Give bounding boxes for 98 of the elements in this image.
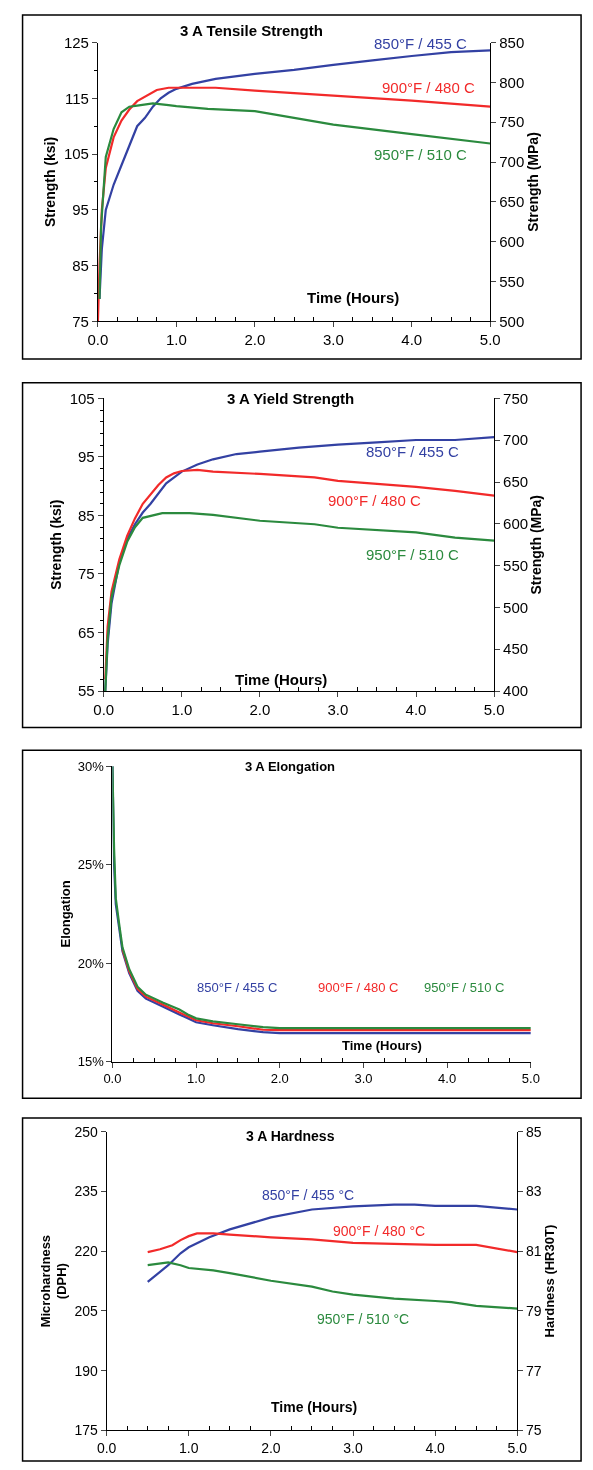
x-tick-label: 3.0 xyxy=(322,331,344,349)
y-tick-label: 175 xyxy=(74,1422,99,1439)
line-series xyxy=(146,1203,518,1284)
y-axis-title: Elongation xyxy=(57,880,73,948)
y2-tick-label: 81 xyxy=(526,1243,542,1260)
y2-tick-label: 650 xyxy=(503,473,529,491)
y2-tick-label: 500 xyxy=(503,598,529,616)
y-tick-label: 235 xyxy=(74,1183,99,1200)
y-axis-title: Strength (ksi) xyxy=(42,136,59,228)
x-tick-label: 0.0 xyxy=(103,1071,122,1087)
y2-tick-label: 79 xyxy=(526,1302,542,1319)
y2-tick-label: 77 xyxy=(526,1362,542,1379)
y-tick-label: 105 xyxy=(63,145,89,163)
y2-tick-label: 750 xyxy=(503,389,529,407)
y-axis-title: Strength (ksi) xyxy=(48,499,65,590)
x-axis-title: Time (Hours) xyxy=(235,671,328,688)
y2-axis-title: Hardness (HR30T) xyxy=(542,1224,558,1338)
y-tick-label: 30% xyxy=(77,758,105,774)
series-label: 850°F / 455 C xyxy=(366,443,459,460)
series-label: 900°F / 480 °C xyxy=(333,1223,426,1239)
y2-tick-label: 800 xyxy=(499,73,525,91)
y2-tick-label: 750 xyxy=(499,113,525,131)
y-tick-label: 85 xyxy=(78,506,95,524)
y2-tick-label: 850 xyxy=(499,33,525,51)
y2-tick-label: 550 xyxy=(499,272,525,290)
x-tick-label: 5.0 xyxy=(483,701,505,719)
series-label: 900°F / 480 C xyxy=(328,492,421,509)
x-tick-label: 3.0 xyxy=(354,1071,373,1087)
x-axis-title: Time (Hours) xyxy=(307,289,400,306)
x-tick-label: 3.0 xyxy=(343,1440,363,1457)
chart-title: 3 A Elongation xyxy=(245,759,336,774)
y2-tick-label: 600 xyxy=(499,232,525,250)
y2-tick-label: 700 xyxy=(503,431,529,449)
chart-title: 3 A Tensile Strength xyxy=(180,22,323,39)
x-tick-label: 0.0 xyxy=(96,1440,117,1457)
series-label: 900°F / 480 C xyxy=(382,79,475,96)
x-tick-label: 5.0 xyxy=(521,1071,540,1087)
x-tick-label: 2.0 xyxy=(270,1071,289,1087)
line-series xyxy=(146,1261,518,1310)
x-tick-label: 0.0 xyxy=(93,701,115,719)
x-tick-label: 2.0 xyxy=(261,1440,281,1457)
series-label: 850°F / 455 °C xyxy=(262,1187,355,1203)
series-label: 950°F / 510 °C xyxy=(317,1311,410,1327)
x-tick-label: 4.0 xyxy=(401,331,423,349)
y2-tick-label: 700 xyxy=(499,153,525,171)
y-tick-label: 205 xyxy=(74,1302,99,1319)
y2-tick-label: 75 xyxy=(526,1422,542,1439)
y2-tick-label: 600 xyxy=(503,515,529,533)
y2-tick-label: 400 xyxy=(503,682,529,700)
line-series xyxy=(121,948,531,1032)
y-tick-label: 105 xyxy=(69,389,95,407)
series-label: 850°F / 455 C xyxy=(197,980,278,995)
y-tick-label: 220 xyxy=(74,1243,99,1260)
y2-tick-label: 550 xyxy=(503,556,529,574)
x-axis-title: Time (Hours) xyxy=(342,1038,422,1053)
chart-title: 3 A Yield Strength xyxy=(227,390,355,407)
x-tick-label: 1.0 xyxy=(171,701,193,719)
y-tick-label: 15% xyxy=(77,1054,105,1070)
series-label: 850°F / 455 C xyxy=(374,35,467,52)
x-axis-title: Time (Hours) xyxy=(271,1399,358,1415)
y-tick-label: 95 xyxy=(72,201,89,219)
y2-tick-label: 85 xyxy=(526,1123,542,1140)
y-tick-label: 55 xyxy=(78,682,95,700)
x-tick-label: 3.0 xyxy=(327,701,349,719)
y-tick-label: 95 xyxy=(78,448,95,466)
y2-tick-label: 83 xyxy=(526,1183,542,1200)
x-tick-label: 4.0 xyxy=(425,1440,446,1457)
chart-title: 3 A Hardness xyxy=(246,1128,335,1144)
x-tick-label: 2.0 xyxy=(244,331,266,349)
y-tick-label: 190 xyxy=(74,1362,99,1379)
x-tick-label: 1.0 xyxy=(187,1071,206,1087)
x-tick-label: 1.0 xyxy=(179,1440,199,1457)
text: 950°F / 510 C xyxy=(424,980,505,995)
y-tick-label: 25% xyxy=(77,857,105,873)
y-tick-label: 75 xyxy=(78,565,95,583)
y-tick-label: 75 xyxy=(72,312,89,330)
y2-axis-title: Strength (MPa) xyxy=(528,494,545,595)
y-tick-label: 20% xyxy=(77,955,105,971)
y-tick-label: 115 xyxy=(65,89,89,107)
y2-axis-title: Strength (MPa) xyxy=(524,132,541,232)
x-tick-label: 4.0 xyxy=(438,1071,457,1087)
x-tick-label: 5.0 xyxy=(479,331,501,349)
text: 900°F / 480 C xyxy=(318,980,399,995)
y-axis-title: Microhardness (DPH) xyxy=(37,1234,70,1328)
y-tick-label: 85 xyxy=(72,256,89,274)
y-tick-label: 125 xyxy=(63,33,89,51)
y-tick-label: 65 xyxy=(78,623,95,641)
x-tick-label: 1.0 xyxy=(165,331,187,349)
y2-tick-label: 650 xyxy=(499,193,525,211)
y2-tick-label: 500 xyxy=(499,312,525,330)
y-tick-label: 250 xyxy=(74,1123,99,1140)
x-tick-label: 4.0 xyxy=(405,701,427,719)
series-label: 950°F / 510 C xyxy=(366,546,459,563)
y2-tick-label: 450 xyxy=(503,640,529,658)
x-tick-label: 2.0 xyxy=(249,701,271,719)
x-tick-label: 0.0 xyxy=(87,331,109,349)
series-label: 950°F / 510 C xyxy=(374,146,467,163)
x-tick-label: 5.0 xyxy=(507,1440,528,1457)
